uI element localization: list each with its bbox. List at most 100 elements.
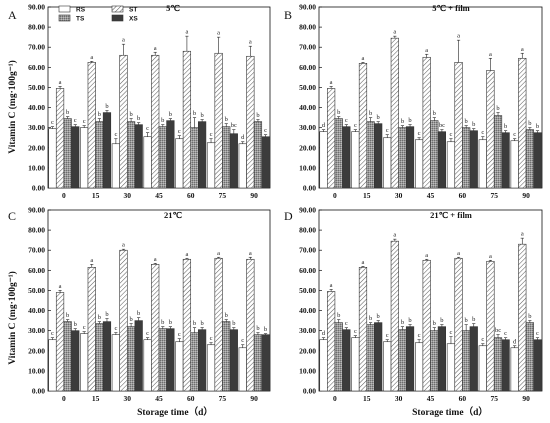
panel-c-sig-xs-0: b — [74, 321, 77, 328]
panel-b-bar-st-45 — [422, 56, 431, 189]
panel-a-sig-ts-60: b — [193, 110, 196, 117]
panel-d-bar-xs-30 — [405, 326, 415, 392]
panel-d-bar-rs-0 — [319, 339, 328, 392]
panel-d-sig-ts-45: b — [433, 320, 436, 327]
panel-c-letter: C — [8, 209, 16, 223]
panel-d-bar-st-75 — [486, 260, 495, 392]
panel-d-sig-xs-15: b — [377, 313, 380, 320]
panel-a-xtick-label: 0 — [62, 191, 66, 200]
panel-c-xlabel: Storage time（d） — [137, 406, 213, 418]
panel-c-plot: 0.00 10.00 20.00 30.00 40.00 50.00 60.00 70.00 8… — [28, 206, 271, 403]
panel-d-bar-ts-90 — [525, 322, 534, 392]
panel-b-bar-rs-60 — [446, 141, 456, 189]
panel-d-xtick-label: 30 — [395, 394, 403, 403]
panel-d-sig-st-60: a — [457, 250, 460, 257]
panel-a-ytick-label: 60.00 — [28, 63, 45, 72]
panel-c-sig-xs-30: b — [137, 310, 140, 317]
panel-c-sig-rs-45: c — [146, 330, 149, 337]
panel-c-sig-xs-15: b — [105, 311, 108, 318]
panel-b-sig-rs-75: c — [481, 129, 484, 136]
panel-b-sig-rs-0: d — [322, 122, 326, 129]
panel-d-sig-rs-30: c — [386, 332, 389, 339]
panel-a-sig-ts-45: b — [161, 117, 164, 124]
panel-a-bar-st-90 — [246, 55, 255, 189]
panel-a-bar-ts-75 — [222, 126, 231, 189]
panel-a-bar-rs-60 — [175, 138, 184, 189]
panel-d-bar-st-0 — [327, 291, 336, 392]
panel-b-ytick-label: 50.00 — [299, 83, 316, 92]
panel-c-bar-st-90 — [246, 258, 255, 392]
panel-a-sig-rs-0: c — [51, 119, 54, 126]
panel-b-ytick-label: 60.00 — [299, 63, 316, 72]
panel-c-bar-xs-15 — [102, 321, 112, 392]
panel-a-letter: A — [8, 8, 17, 22]
panel-c-bar-st-15 — [87, 267, 96, 392]
panel-a-sig-ts-0: b — [66, 109, 69, 116]
panel-b-sig-xs-30: b — [408, 117, 411, 124]
panel-a-sig-ts-15: b — [98, 111, 101, 118]
panel-d-bar-st-90 — [518, 243, 527, 392]
panel-a-ytick-label: 30.00 — [28, 123, 45, 132]
panel-a-ytick-label: 40.00 — [28, 103, 45, 112]
panel-c-ytick-label: 70.00 — [28, 246, 45, 255]
panel-a-sig-xs-45: b — [169, 111, 172, 118]
panel-c-sig-st-60: a — [185, 251, 188, 258]
panel-a-ytick-label: 20.00 — [28, 143, 45, 152]
panel-d-letter: D — [284, 209, 293, 223]
panel-d-bar-rs-75 — [478, 345, 487, 392]
panel-a-bar-st-60 — [182, 50, 192, 189]
panel-a-sig-ts-75: b — [225, 116, 228, 123]
panel-b-bar-rs-90 — [510, 140, 519, 189]
legend: RS TS ST XS — [58, 5, 138, 23]
panel-c-ytick-label: 50.00 — [28, 286, 45, 295]
panel-c-sig-rs-60: c — [178, 331, 181, 338]
panel-a-sig-rs-15: c — [83, 118, 86, 125]
panel-b-bar-xs-90 — [533, 132, 542, 189]
panel-c-xtick-label: 90 — [250, 394, 258, 403]
panel-d-sig-st-0: a — [330, 282, 333, 289]
panel-a-sig-xs-0: c — [74, 117, 77, 124]
panel-a-sig-rs-90: d — [241, 134, 245, 141]
panel-c-sig-ts-15: b — [98, 314, 101, 321]
panel-c-bar-xs-45 — [166, 328, 175, 392]
panel-b-sig-st-60: a — [457, 33, 460, 40]
panel-b-bar-xs-30 — [405, 126, 415, 189]
panel-a-plot: 0.00 10.00 20.00 30.00 40.00 50.00 60.00 70.00 8… — [28, 3, 271, 200]
panel-a-xtick-label: 75 — [219, 191, 227, 200]
panel-d-bar-rs-90 — [510, 347, 519, 392]
panel-b-bar-xs-45 — [437, 131, 447, 189]
panel-d-bar-st-15 — [358, 267, 368, 392]
panel-d-bar-xs-0 — [342, 329, 351, 392]
panel-b-bar-st-60 — [454, 62, 463, 189]
panel-d-bar-rs-30 — [383, 341, 392, 392]
panel-c-bar-ts-90 — [253, 334, 263, 392]
panel-a-ytick-label: 70.00 — [28, 43, 45, 52]
panel-b-bar-ts-90 — [525, 129, 534, 189]
panel-b-bar-st-75 — [486, 70, 495, 189]
panel-c-sig-xs-60: b — [200, 320, 203, 327]
panel-c: C 21℃ Vitamin C (mg·100g⁻¹) Storage time… — [7, 206, 271, 418]
panel-d-sig-xs-0: c — [345, 320, 348, 327]
panel-b-bar-ts-15 — [366, 121, 375, 189]
panel-a-bar-xs-75 — [229, 133, 238, 189]
panel-a-xtick-label: 90 — [250, 191, 258, 200]
panel-a-bar-st-15 — [87, 62, 96, 189]
panel-c-sig-st-75: a — [217, 250, 220, 257]
panel-b-bar-st-15 — [358, 63, 368, 189]
panel-a-bar-rs-30 — [111, 143, 120, 189]
panel-b-sig-ts-15: b — [369, 110, 372, 117]
panel-b-bar-xs-0 — [342, 126, 351, 189]
panel-c-sig-ts-75: b — [225, 312, 228, 319]
panel-a-xtick-label: 15 — [92, 191, 100, 200]
panel-d-ytick-label: 60.00 — [299, 266, 316, 275]
panel-c-sig-rs-30: c — [114, 325, 117, 332]
panel-a-sig-rs-60: c — [178, 128, 181, 135]
panel-c-bar-xs-75 — [229, 329, 238, 392]
panel-c-bar-ts-45 — [158, 328, 167, 392]
panel-c-sig-st-0: a — [59, 283, 62, 290]
panel-d-sig-rs-75: c — [481, 336, 484, 343]
panel-b-sig-st-90: a — [521, 46, 524, 53]
panel-a-ylabel: Vitamin C (mg·100g⁻¹) — [7, 60, 18, 154]
panel-c-ytick-label: 40.00 — [28, 306, 45, 315]
panel-a-sig-st-45: a — [154, 45, 157, 52]
